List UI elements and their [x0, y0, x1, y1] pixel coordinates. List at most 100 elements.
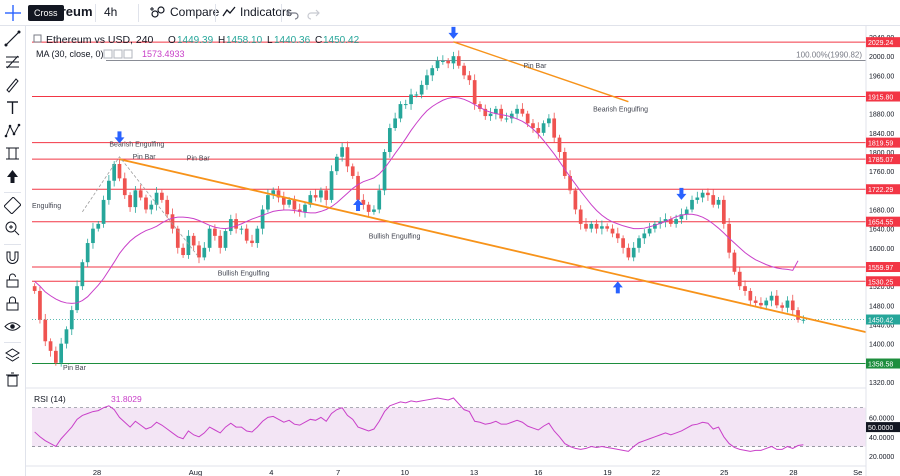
candle-body[interactable] [170, 214, 175, 229]
candle-body[interactable] [504, 118, 509, 120]
candle-body[interactable] [372, 209, 376, 212]
ruler-tool-icon[interactable] [4, 197, 21, 214]
candle-body[interactable] [186, 235, 191, 256]
candle-body[interactable] [191, 235, 196, 246]
eye-toggle-icon[interactable] [103, 49, 113, 59]
candle-body[interactable] [769, 295, 774, 301]
candle-body[interactable] [160, 192, 164, 200]
candle-body[interactable] [467, 75, 472, 81]
candle-body[interactable] [647, 228, 652, 234]
candle-body[interactable] [663, 219, 668, 222]
candle-body[interactable] [690, 199, 694, 210]
candle-body[interactable] [91, 228, 95, 244]
candle-body[interactable] [711, 195, 716, 205]
trash-icon[interactable] [4, 371, 21, 388]
candle-body[interactable] [716, 199, 721, 205]
candle-body[interactable] [276, 190, 281, 198]
candle-body[interactable] [631, 247, 636, 258]
candle-body[interactable] [32, 286, 37, 291]
candle-body[interactable] [48, 341, 53, 351]
arrow-down-marker[interactable] [676, 187, 687, 200]
candle-body[interactable] [202, 247, 207, 258]
candle-body[interactable] [334, 156, 339, 172]
compare-button[interactable]: Compare [150, 5, 219, 19]
arrow-up-marker[interactable] [612, 281, 623, 294]
zoom-in-icon[interactable] [4, 220, 21, 237]
close-icon[interactable] [123, 49, 133, 59]
candle-body[interactable] [292, 199, 297, 210]
candle-body[interactable] [600, 226, 604, 229]
candle-body[interactable] [218, 235, 223, 248]
candle-body[interactable] [478, 104, 482, 109]
candle-body[interactable] [764, 300, 769, 306]
candle-body[interactable] [329, 171, 334, 200]
candle-body[interactable] [144, 197, 148, 210]
candle-body[interactable] [154, 192, 159, 205]
candle-body[interactable] [626, 247, 631, 258]
candle-body[interactable] [350, 166, 355, 176]
candle-body[interactable] [133, 190, 138, 208]
indicators-button[interactable]: Indicators [222, 5, 292, 19]
candle-body[interactable] [605, 226, 610, 229]
price-chart[interactable]: 100.00%(1990.82) Bearish Engulfing Pin Bar… [26, 26, 900, 476]
candle-body[interactable] [515, 108, 519, 114]
candle-body[interactable] [584, 223, 588, 229]
candle-body[interactable] [85, 243, 90, 263]
candle-body[interactable] [223, 231, 228, 248]
prediction-tool-icon[interactable] [4, 145, 21, 162]
candle-body[interactable] [377, 190, 382, 210]
candle-body[interactable] [356, 175, 360, 200]
candle-body[interactable] [552, 118, 557, 138]
candle-body[interactable] [54, 350, 58, 363]
candle-body[interactable] [228, 219, 233, 232]
candle-body[interactable] [674, 219, 678, 224]
candle-body[interactable] [303, 204, 307, 212]
candle-body[interactable] [621, 238, 625, 248]
candle-body[interactable] [435, 60, 440, 69]
candle-body[interactable] [80, 262, 85, 287]
candle-body[interactable] [637, 238, 641, 248]
candle-body[interactable] [361, 199, 366, 205]
candle-body[interactable] [403, 104, 408, 106]
candle-body[interactable] [59, 343, 64, 363]
candle-body[interactable] [340, 147, 344, 157]
candle-body[interactable] [266, 195, 270, 210]
candle-body[interactable] [743, 286, 747, 291]
candle-body[interactable] [456, 56, 461, 66]
candle-body[interactable] [451, 56, 456, 64]
candle-body[interactable] [297, 209, 302, 212]
trend-line-tool-icon[interactable] [4, 30, 21, 47]
candle-body[interactable] [568, 175, 572, 191]
candle-body[interactable] [165, 199, 170, 215]
arrow-up-tool-icon[interactable] [4, 168, 21, 185]
candle-body[interactable] [642, 233, 647, 239]
candle-body[interactable] [207, 228, 212, 248]
crosshair-tool-icon[interactable] [4, 4, 22, 22]
candle-body[interactable] [541, 123, 546, 133]
candle-body[interactable] [483, 108, 488, 117]
candle-body[interactable] [250, 240, 254, 244]
candle-body[interactable] [398, 104, 403, 119]
candle-body[interactable] [393, 118, 397, 129]
candle-body[interactable] [658, 221, 663, 224]
candle-body[interactable] [281, 197, 286, 205]
rsi-line[interactable] [34, 397, 804, 452]
candle-body[interactable] [255, 228, 260, 244]
candle-body[interactable] [562, 152, 567, 176]
layers-icon[interactable] [4, 347, 21, 364]
candle-body[interactable] [494, 108, 498, 114]
candle-body[interactable] [43, 319, 48, 342]
moving-average-line[interactable] [34, 96, 799, 304]
text-tool-icon[interactable] [4, 99, 21, 116]
candle-body[interactable] [610, 228, 615, 234]
candle-body[interactable] [419, 84, 424, 95]
pattern-tool-icon[interactable] [4, 122, 21, 139]
arrow-down-marker[interactable] [448, 26, 459, 39]
candle-body[interactable] [700, 192, 705, 198]
brush-tool-icon[interactable] [4, 76, 21, 93]
candle-body[interactable] [382, 152, 387, 191]
candle-body[interactable] [122, 178, 127, 196]
candle-body[interactable] [589, 223, 594, 229]
candle-body[interactable] [759, 302, 763, 306]
candle-body[interactable] [430, 68, 435, 76]
